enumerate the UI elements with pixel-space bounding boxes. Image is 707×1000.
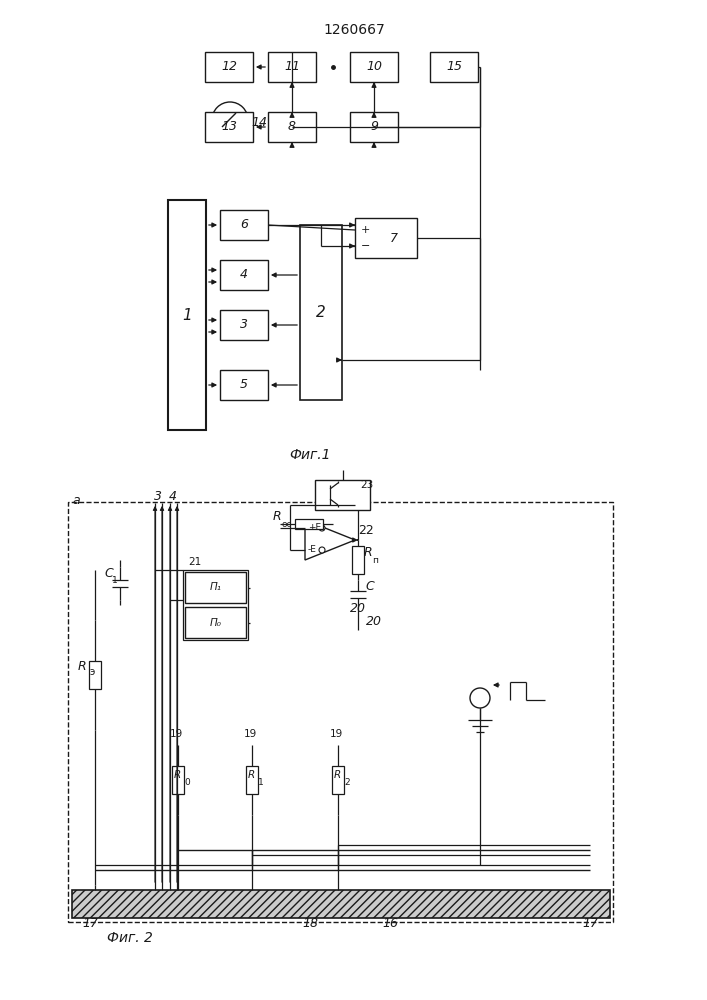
Text: C: C <box>365 580 374 593</box>
Text: 19: 19 <box>329 729 343 739</box>
Text: 20: 20 <box>350 602 366 615</box>
FancyBboxPatch shape <box>268 52 316 82</box>
Text: 3: 3 <box>240 318 248 332</box>
FancyBboxPatch shape <box>185 572 246 603</box>
Text: 5: 5 <box>240 378 248 391</box>
Text: R: R <box>364 546 373 559</box>
Circle shape <box>319 525 325 531</box>
Text: 19: 19 <box>243 729 257 739</box>
Text: 18: 18 <box>302 917 318 930</box>
Text: 1260667: 1260667 <box>323 23 385 37</box>
FancyBboxPatch shape <box>89 661 101 689</box>
Text: 20: 20 <box>366 615 382 628</box>
Text: 6: 6 <box>240 219 248 232</box>
FancyBboxPatch shape <box>68 502 613 922</box>
Text: П₁: П₁ <box>209 582 221 592</box>
Text: 10: 10 <box>366 60 382 74</box>
FancyBboxPatch shape <box>220 310 268 340</box>
Text: 1: 1 <box>182 308 192 322</box>
Text: 23: 23 <box>360 480 373 490</box>
FancyBboxPatch shape <box>350 52 398 82</box>
Text: R: R <box>173 770 180 780</box>
Text: 17: 17 <box>582 917 598 930</box>
FancyBboxPatch shape <box>220 210 268 240</box>
Text: +: + <box>361 225 370 235</box>
FancyBboxPatch shape <box>315 480 370 510</box>
Text: 4: 4 <box>240 268 248 282</box>
Text: 17: 17 <box>82 917 98 930</box>
FancyBboxPatch shape <box>350 112 398 142</box>
Text: п: п <box>372 556 378 565</box>
Text: -E: -E <box>308 546 317 554</box>
FancyBboxPatch shape <box>268 112 316 142</box>
Text: э: э <box>89 667 94 677</box>
Text: Фиг. 2: Фиг. 2 <box>107 931 153 945</box>
Text: a: a <box>72 493 80 506</box>
Text: 1: 1 <box>112 576 118 585</box>
Text: 12: 12 <box>221 60 237 74</box>
Text: 2: 2 <box>316 305 326 320</box>
Text: 11: 11 <box>284 60 300 74</box>
Text: П₀: П₀ <box>209 617 221 628</box>
Text: Фиг.1: Фиг.1 <box>289 448 331 462</box>
Text: 1: 1 <box>258 778 264 787</box>
FancyBboxPatch shape <box>205 52 253 82</box>
Circle shape <box>212 102 248 138</box>
Text: 3: 3 <box>154 490 162 503</box>
Text: R: R <box>273 510 281 523</box>
Text: R: R <box>334 770 341 780</box>
Text: 22: 22 <box>358 524 374 536</box>
FancyBboxPatch shape <box>300 225 342 400</box>
Circle shape <box>470 688 490 708</box>
FancyBboxPatch shape <box>205 112 253 142</box>
Text: C: C <box>104 567 112 580</box>
Text: 21: 21 <box>188 557 201 567</box>
Text: 7: 7 <box>390 232 398 244</box>
Text: 14: 14 <box>251 115 267 128</box>
FancyBboxPatch shape <box>355 218 417 258</box>
FancyBboxPatch shape <box>246 766 258 794</box>
FancyBboxPatch shape <box>220 370 268 400</box>
FancyBboxPatch shape <box>172 766 184 794</box>
FancyBboxPatch shape <box>295 519 323 529</box>
Text: 15: 15 <box>446 60 462 74</box>
FancyBboxPatch shape <box>430 52 478 82</box>
Text: 16: 16 <box>382 917 398 930</box>
Polygon shape <box>305 520 355 560</box>
Text: R: R <box>247 770 255 780</box>
FancyBboxPatch shape <box>72 890 610 918</box>
Text: 9: 9 <box>370 120 378 133</box>
FancyBboxPatch shape <box>183 570 248 640</box>
Text: R: R <box>78 660 86 673</box>
FancyBboxPatch shape <box>220 260 268 290</box>
Text: 8: 8 <box>288 120 296 133</box>
FancyBboxPatch shape <box>185 607 246 638</box>
Text: 0: 0 <box>184 778 189 787</box>
Text: 19: 19 <box>170 729 182 739</box>
Text: 2: 2 <box>344 778 350 787</box>
FancyBboxPatch shape <box>352 546 364 574</box>
Text: 13: 13 <box>221 120 237 133</box>
FancyBboxPatch shape <box>168 200 206 430</box>
Text: +E: +E <box>308 524 321 532</box>
Text: oc: oc <box>282 520 293 529</box>
FancyBboxPatch shape <box>332 766 344 794</box>
Text: −: − <box>361 241 370 251</box>
Text: 4: 4 <box>169 490 177 503</box>
Circle shape <box>319 547 325 553</box>
